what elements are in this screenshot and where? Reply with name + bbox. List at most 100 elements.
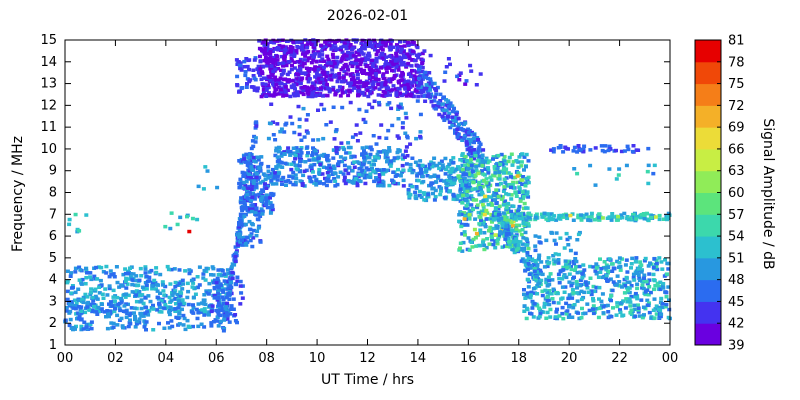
data-point bbox=[312, 67, 317, 71]
data-point bbox=[190, 285, 195, 289]
data-point bbox=[172, 291, 177, 295]
data-point bbox=[123, 309, 128, 314]
data-point bbox=[469, 166, 474, 170]
data-point bbox=[663, 290, 668, 294]
data-point bbox=[561, 265, 566, 270]
data-point bbox=[315, 39, 320, 43]
data-point bbox=[466, 187, 471, 192]
data-point bbox=[321, 136, 326, 141]
data-point bbox=[284, 93, 289, 97]
data-point bbox=[652, 316, 657, 320]
data-point bbox=[321, 94, 326, 98]
data-point bbox=[248, 238, 253, 243]
data-point bbox=[605, 303, 610, 308]
data-point bbox=[354, 123, 359, 127]
data-point bbox=[518, 180, 523, 184]
data-point bbox=[647, 285, 652, 289]
data-point bbox=[348, 84, 353, 88]
data-point bbox=[299, 138, 304, 142]
data-point bbox=[76, 305, 81, 309]
data-point bbox=[398, 102, 403, 106]
data-point bbox=[264, 44, 269, 49]
data-point bbox=[428, 88, 433, 92]
data-point bbox=[271, 167, 275, 172]
data-point bbox=[417, 67, 421, 72]
x-tick-label: 06 bbox=[208, 351, 225, 366]
data-point bbox=[379, 66, 383, 70]
data-point bbox=[428, 183, 433, 187]
data-point bbox=[561, 150, 566, 154]
data-point bbox=[271, 40, 276, 45]
data-point bbox=[260, 82, 265, 86]
data-point bbox=[326, 174, 331, 178]
data-point bbox=[484, 208, 489, 213]
data-point bbox=[642, 259, 647, 263]
data-point bbox=[137, 278, 142, 283]
data-point bbox=[572, 145, 577, 150]
data-point bbox=[346, 141, 351, 145]
data-point bbox=[387, 88, 392, 93]
data-point bbox=[366, 94, 371, 99]
data-point bbox=[509, 185, 513, 190]
data-point bbox=[276, 47, 281, 52]
data-point bbox=[177, 299, 181, 303]
data-point bbox=[477, 180, 482, 185]
data-point bbox=[77, 317, 81, 321]
data-point bbox=[305, 85, 310, 90]
data-point bbox=[481, 172, 486, 176]
data-point bbox=[506, 210, 511, 215]
data-point bbox=[68, 317, 73, 322]
data-point bbox=[113, 307, 117, 311]
data-point bbox=[606, 148, 611, 153]
data-point bbox=[497, 177, 502, 181]
data-point bbox=[513, 175, 518, 180]
colorbar-tick-label: 60 bbox=[728, 186, 745, 201]
data-point bbox=[601, 305, 606, 309]
data-point bbox=[632, 303, 637, 308]
data-point bbox=[484, 157, 489, 162]
data-point bbox=[416, 64, 421, 68]
data-point bbox=[518, 197, 523, 201]
data-point bbox=[517, 223, 522, 228]
colorbar-segment bbox=[695, 301, 721, 324]
data-point bbox=[246, 156, 251, 160]
data-point bbox=[320, 77, 325, 82]
data-point bbox=[557, 276, 562, 281]
data-point bbox=[279, 68, 283, 73]
data-point bbox=[642, 217, 647, 221]
data-point bbox=[427, 85, 432, 90]
data-point bbox=[551, 300, 556, 305]
data-point bbox=[308, 39, 313, 43]
data-point bbox=[624, 276, 629, 280]
data-point bbox=[479, 155, 484, 159]
data-point bbox=[502, 229, 507, 234]
data-point bbox=[452, 178, 457, 182]
colorbar-tick-label: 66 bbox=[728, 142, 745, 157]
data-point bbox=[342, 41, 347, 45]
data-point bbox=[309, 163, 314, 167]
data-point bbox=[429, 160, 434, 164]
data-point bbox=[478, 231, 483, 235]
data-point bbox=[191, 281, 196, 285]
data-point bbox=[268, 201, 273, 206]
data-point bbox=[238, 212, 243, 217]
data-point bbox=[261, 179, 266, 184]
data-point bbox=[431, 191, 435, 196]
data-point bbox=[515, 174, 520, 178]
data-point bbox=[168, 305, 173, 310]
data-point bbox=[242, 180, 246, 185]
data-point bbox=[122, 292, 127, 297]
data-point bbox=[408, 166, 413, 171]
data-point bbox=[288, 180, 293, 185]
data-point bbox=[666, 267, 671, 271]
data-point bbox=[84, 213, 89, 217]
data-point bbox=[299, 78, 304, 82]
data-point bbox=[95, 312, 100, 316]
data-point bbox=[448, 120, 453, 124]
data-point bbox=[492, 193, 496, 198]
data-point bbox=[253, 185, 258, 189]
data-point bbox=[486, 171, 491, 175]
data-point bbox=[84, 322, 89, 327]
data-point bbox=[588, 148, 593, 152]
data-point bbox=[268, 67, 273, 71]
